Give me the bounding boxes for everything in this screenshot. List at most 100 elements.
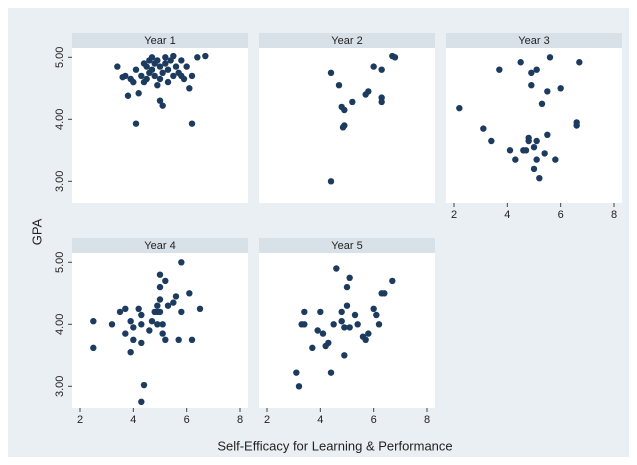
point [202,52,209,60]
point [196,305,204,312]
point [156,296,164,303]
point [138,72,145,80]
point [188,72,196,80]
point [183,63,190,70]
point [138,398,145,405]
point [154,57,161,64]
point [375,321,383,328]
point [528,82,535,89]
point [506,147,514,154]
point [293,369,300,376]
x-tick-label: 2 [77,414,83,426]
y-tick-label: 4.00 [54,314,66,335]
point [544,88,551,95]
x-tick-label: 4 [504,209,510,221]
point [140,78,148,86]
y-tick-label: 3.00 [54,376,66,397]
point [146,327,153,334]
point [546,54,554,61]
x-tick-label: 6 [371,414,377,426]
point [170,72,177,80]
point [130,324,137,331]
x-tick-label: 6 [558,209,564,221]
point [317,308,324,316]
point [122,330,129,337]
point [335,82,343,89]
point [557,85,564,92]
point [301,321,308,328]
point [389,277,396,285]
point [159,69,166,77]
x-tick-label: 8 [611,209,617,221]
point [373,311,380,319]
plot-area [72,253,248,408]
point [178,308,185,316]
point [159,102,166,109]
point [354,321,361,328]
point [154,302,161,309]
point [172,293,180,300]
panel-header [72,33,248,48]
point [164,302,172,309]
point [178,72,185,80]
point [346,324,353,331]
x-tick-label: 8 [424,414,430,426]
point [135,90,142,97]
point [370,63,377,70]
point [343,302,351,309]
point [327,69,335,77]
point [576,59,583,66]
point [522,147,530,154]
point [327,178,335,185]
point [378,98,385,106]
point [159,321,166,328]
point [456,104,463,112]
point [138,339,145,347]
point [127,349,134,356]
panel-title: Year 2 [331,35,362,47]
panel-header [259,33,435,48]
point [330,321,337,328]
point [188,336,196,343]
point [530,144,538,151]
point [127,318,134,325]
x-tick-label: 6 [184,414,190,426]
point [170,299,177,306]
point [544,131,551,138]
point [151,72,158,80]
point [90,318,97,325]
point [130,336,137,343]
point [156,271,164,278]
x-tick-label: 4 [317,414,323,426]
point [154,321,161,328]
point [338,318,345,325]
point [116,308,124,316]
point [178,259,185,266]
point [170,52,177,60]
point [541,150,548,157]
point [480,125,487,132]
point [333,265,340,272]
point [362,336,369,343]
point [156,75,164,83]
panel-title: Year 5 [331,240,362,252]
point [148,54,156,61]
panel-header [72,238,248,253]
point [573,122,580,129]
point [132,66,140,73]
point [301,308,308,316]
point [325,339,332,347]
x-tick-label: 8 [237,414,243,426]
point [154,82,161,89]
point [391,54,399,61]
point [536,175,543,182]
point [327,369,335,376]
point [188,120,196,127]
panel-title: Year 4 [144,240,175,252]
point [552,156,559,163]
point [162,60,169,67]
point [164,66,172,73]
point [341,106,348,114]
panel-header [259,238,435,253]
